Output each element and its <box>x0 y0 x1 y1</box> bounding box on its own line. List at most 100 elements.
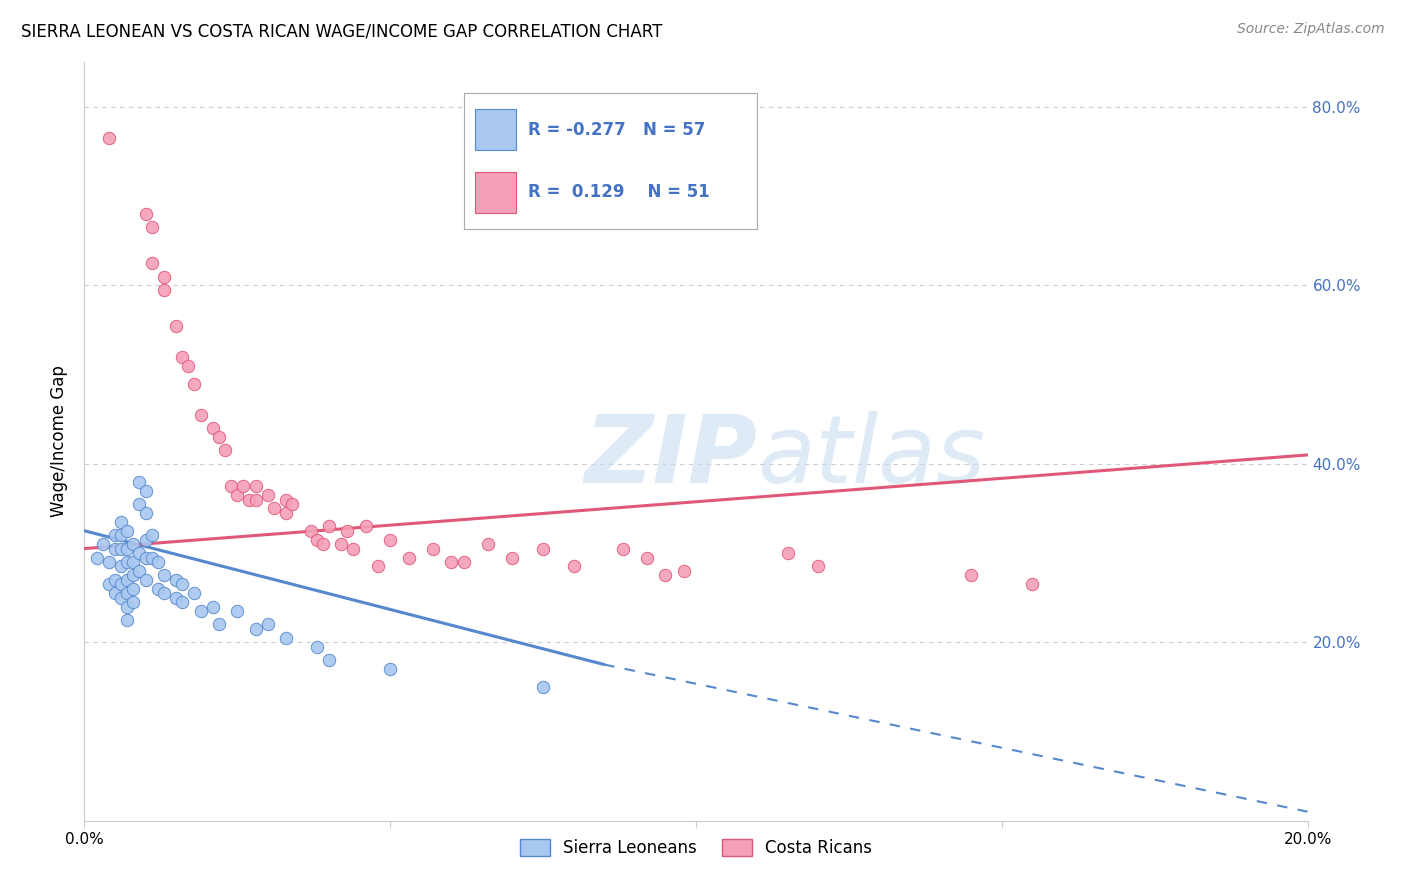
Point <box>135 483 157 498</box>
Point <box>190 408 212 422</box>
Point <box>654 568 676 582</box>
Point <box>299 524 322 538</box>
Point <box>453 555 475 569</box>
Point <box>318 519 340 533</box>
Point <box>214 443 236 458</box>
Point <box>305 533 328 547</box>
Point <box>354 519 377 533</box>
Point <box>257 617 280 632</box>
Point <box>398 550 420 565</box>
Point <box>172 350 194 364</box>
Point <box>135 550 157 565</box>
Point <box>86 550 108 565</box>
Point <box>245 492 267 507</box>
Point <box>153 283 176 297</box>
Point <box>190 604 212 618</box>
Point <box>115 586 138 600</box>
Point <box>257 488 280 502</box>
Text: ZIP: ZIP <box>585 410 758 503</box>
Point <box>91 537 114 551</box>
Point <box>104 586 127 600</box>
Point <box>104 541 127 556</box>
Point <box>122 555 145 569</box>
Point <box>165 591 187 605</box>
Point <box>153 568 176 582</box>
Point <box>281 497 304 511</box>
Point <box>128 475 150 489</box>
Point <box>141 550 163 565</box>
Point <box>502 550 524 565</box>
Point <box>380 662 402 676</box>
Point <box>531 541 554 556</box>
Point <box>183 586 205 600</box>
Point <box>110 577 132 591</box>
Point <box>1021 577 1043 591</box>
Point <box>276 631 298 645</box>
Point <box>208 430 231 444</box>
Point <box>128 497 150 511</box>
Point <box>122 537 145 551</box>
Text: SIERRA LEONEAN VS COSTA RICAN WAGE/INCOME GAP CORRELATION CHART: SIERRA LEONEAN VS COSTA RICAN WAGE/INCOM… <box>21 22 662 40</box>
Point <box>110 515 132 529</box>
Point <box>636 550 658 565</box>
Point <box>104 528 127 542</box>
Point <box>312 537 335 551</box>
Point <box>110 591 132 605</box>
Point <box>97 555 120 569</box>
Text: Source: ZipAtlas.com: Source: ZipAtlas.com <box>1237 22 1385 37</box>
Point <box>141 220 163 235</box>
Point <box>165 573 187 587</box>
Point <box>219 479 242 493</box>
Point <box>318 653 340 667</box>
Point <box>201 421 224 435</box>
Point <box>110 528 132 542</box>
Point <box>146 555 169 569</box>
Point <box>177 359 200 373</box>
Point <box>672 564 695 578</box>
Point <box>153 269 176 284</box>
Point <box>305 640 328 654</box>
Point <box>245 622 267 636</box>
Point <box>562 559 585 574</box>
Point <box>115 573 138 587</box>
Point <box>128 546 150 560</box>
Legend: Sierra Leoneans, Costa Ricans: Sierra Leoneans, Costa Ricans <box>512 830 880 865</box>
Point <box>440 555 463 569</box>
Point <box>245 479 267 493</box>
Point <box>201 599 224 614</box>
Point <box>165 318 187 333</box>
Point <box>97 131 120 145</box>
Point <box>183 376 205 391</box>
Point <box>477 537 499 551</box>
Point <box>115 541 138 556</box>
Point <box>122 568 145 582</box>
Point <box>531 680 554 694</box>
Point <box>380 533 402 547</box>
Text: atlas: atlas <box>758 411 986 502</box>
Point <box>422 541 444 556</box>
Point <box>776 546 799 560</box>
Point <box>342 541 364 556</box>
Point <box>960 568 983 582</box>
Point <box>115 524 138 538</box>
Point <box>807 559 830 574</box>
Point <box>122 595 145 609</box>
Point <box>110 559 132 574</box>
Y-axis label: Wage/Income Gap: Wage/Income Gap <box>51 366 69 517</box>
Point <box>104 573 127 587</box>
Point <box>238 492 260 507</box>
Point <box>141 528 163 542</box>
Point <box>367 559 389 574</box>
Point <box>172 577 194 591</box>
Point <box>122 582 145 596</box>
Point <box>135 533 157 547</box>
Point <box>135 207 157 221</box>
Point <box>226 604 249 618</box>
Point <box>110 541 132 556</box>
Point <box>612 541 634 556</box>
Point <box>135 573 157 587</box>
Point <box>128 564 150 578</box>
Point <box>336 524 359 538</box>
Point <box>97 577 120 591</box>
Point <box>153 586 176 600</box>
